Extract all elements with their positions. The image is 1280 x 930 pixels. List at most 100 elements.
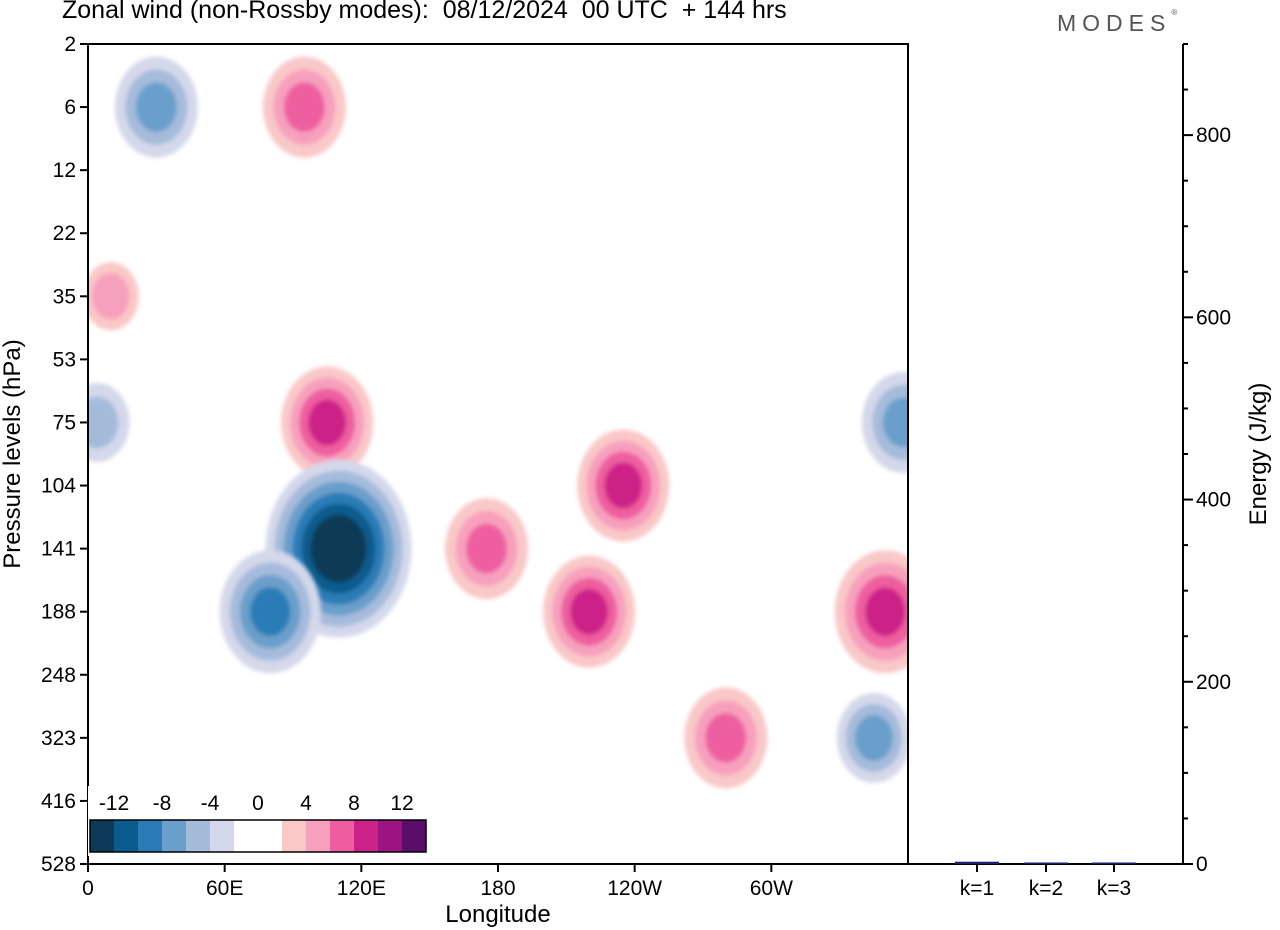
heatmap-contours [88,0,908,789]
contour-band [705,713,747,763]
x-tick-label: 0 [82,877,94,900]
colorbar-label: -12 [99,792,129,815]
colorbar-label: 4 [300,792,312,815]
westerly-anomaly [88,262,139,331]
colorbar-swatch [114,820,138,852]
colorbar-swatch [282,820,306,852]
colorbar-label: 0 [252,792,264,815]
colorbar-frame [89,819,427,853]
colorbar-legend: -12 -8 -4 0 4 8 12 [88,786,428,856]
x-tick-label: 60W [750,877,793,900]
contour-band [283,82,325,132]
colorbar-swatch [258,820,282,852]
colorbar-swatch [330,820,354,852]
y-tick-label: 53 [53,348,76,371]
colorbar-swatch [162,820,186,852]
contour-band [308,399,347,446]
contour-band [570,588,609,635]
page-title: Zonal wind (non-Rossby modes): 08/12/202… [62,0,787,24]
energy-bar [1092,862,1136,864]
x-tick-label: 120W [607,877,662,900]
y-tick-label: 35 [53,285,76,308]
westerly-anomaly [281,366,374,479]
contour-band [88,396,119,449]
contour-band [865,587,906,637]
colorbar-swatch [354,820,378,852]
x-tick-label: 180 [480,877,515,900]
energy-category-label: k=3 [1097,877,1131,900]
y-tick-label: 104 [41,475,76,498]
westerly-anomaly [445,498,529,600]
y-tick-label: 416 [41,790,76,813]
energy-tick-label: 600 [1196,306,1231,329]
y-tick-label: 323 [41,727,76,750]
brand-reg-mark: ® [1171,8,1178,17]
colorbar-label: 12 [390,792,413,815]
energy-bars: k=1 k=2 k=3 [955,861,1136,900]
easterly-anomaly [219,550,321,674]
colorbar-swatch [402,820,426,852]
westerly-anomaly [834,550,908,674]
contour-band [604,462,643,509]
y-tick-label: 141 [41,538,76,561]
energy-tick-label: 0 [1196,853,1208,876]
brand-logo: MODES® [1057,8,1178,37]
y-axis-pressure: 2 6 12 22 35 53 75 104 141 188 248 323 416 528 [41,33,88,876]
energy-axis-title: Energy (J/kg) [1245,383,1272,526]
y-tick-label: 2 [64,33,76,56]
contour-band [135,82,177,132]
colorbar-swatch [90,820,114,852]
energy-tick-label: 200 [1196,671,1231,694]
easterly-anomaly [88,382,130,462]
energy-bar [955,861,999,864]
energy-category-label: k=1 [960,877,994,900]
easterly-anomaly [861,371,908,473]
westerly-anomaly [577,429,670,542]
brand-text: MODES [1057,10,1172,36]
colorbar-swatch [186,820,210,852]
y-tick-label: 22 [53,222,76,245]
energy-tick-label: 800 [1196,124,1231,147]
colorbar-label: -4 [201,792,220,815]
contour-band [250,587,291,637]
energy-axis: 0 200 400 600 800 [1183,43,1231,876]
heatmap-plot [88,0,908,864]
colorbar-label: -8 [153,792,172,815]
contour-band [222,0,296,26]
contour-band [466,523,508,574]
contour-band [854,714,893,761]
heatmap-background [88,44,908,864]
colorbar-swatch [234,820,258,852]
colorbar-swatch [138,820,162,852]
westerly-anomaly [543,555,636,668]
colorbar-swatch [306,820,330,852]
y-axis-title: Pressure levels (hPa) [0,339,26,568]
y-tick-label: 75 [53,411,76,434]
y-tick-label: 6 [64,96,76,119]
easterly-anomaly [222,0,296,26]
contour-band [240,0,278,4]
contour-band [231,0,287,15]
colorbar-label: 8 [348,792,360,815]
westerly-anomaly [684,687,768,789]
energy-tick-label: 400 [1196,489,1231,512]
contour-band [319,525,358,572]
contour-band [882,397,908,448]
y-tick-label: 12 [53,159,76,182]
x-tick-label: 120E [337,877,386,900]
easterly-anomaly [836,692,908,783]
energy-bar-panel: 0 200 400 600 800 k=1 k=2 k=3 Energy (J/kg) [908,43,1272,900]
y-tick-label: 188 [41,601,76,624]
energy-bar [1024,862,1068,864]
contour-band [91,273,130,320]
x-axis-longitude: 0 60E 120E 180 120W 60W [82,864,793,900]
x-axis-title: Longitude [445,901,550,928]
colorbar-swatch [210,820,234,852]
colorbar-swatch [378,820,402,852]
x-tick-label: 60E [206,877,243,900]
y-tick-label: 248 [41,664,76,687]
westerly-anomaly [262,56,346,158]
y-tick-label: 528 [41,853,76,876]
energy-category-label: k=2 [1029,877,1063,900]
